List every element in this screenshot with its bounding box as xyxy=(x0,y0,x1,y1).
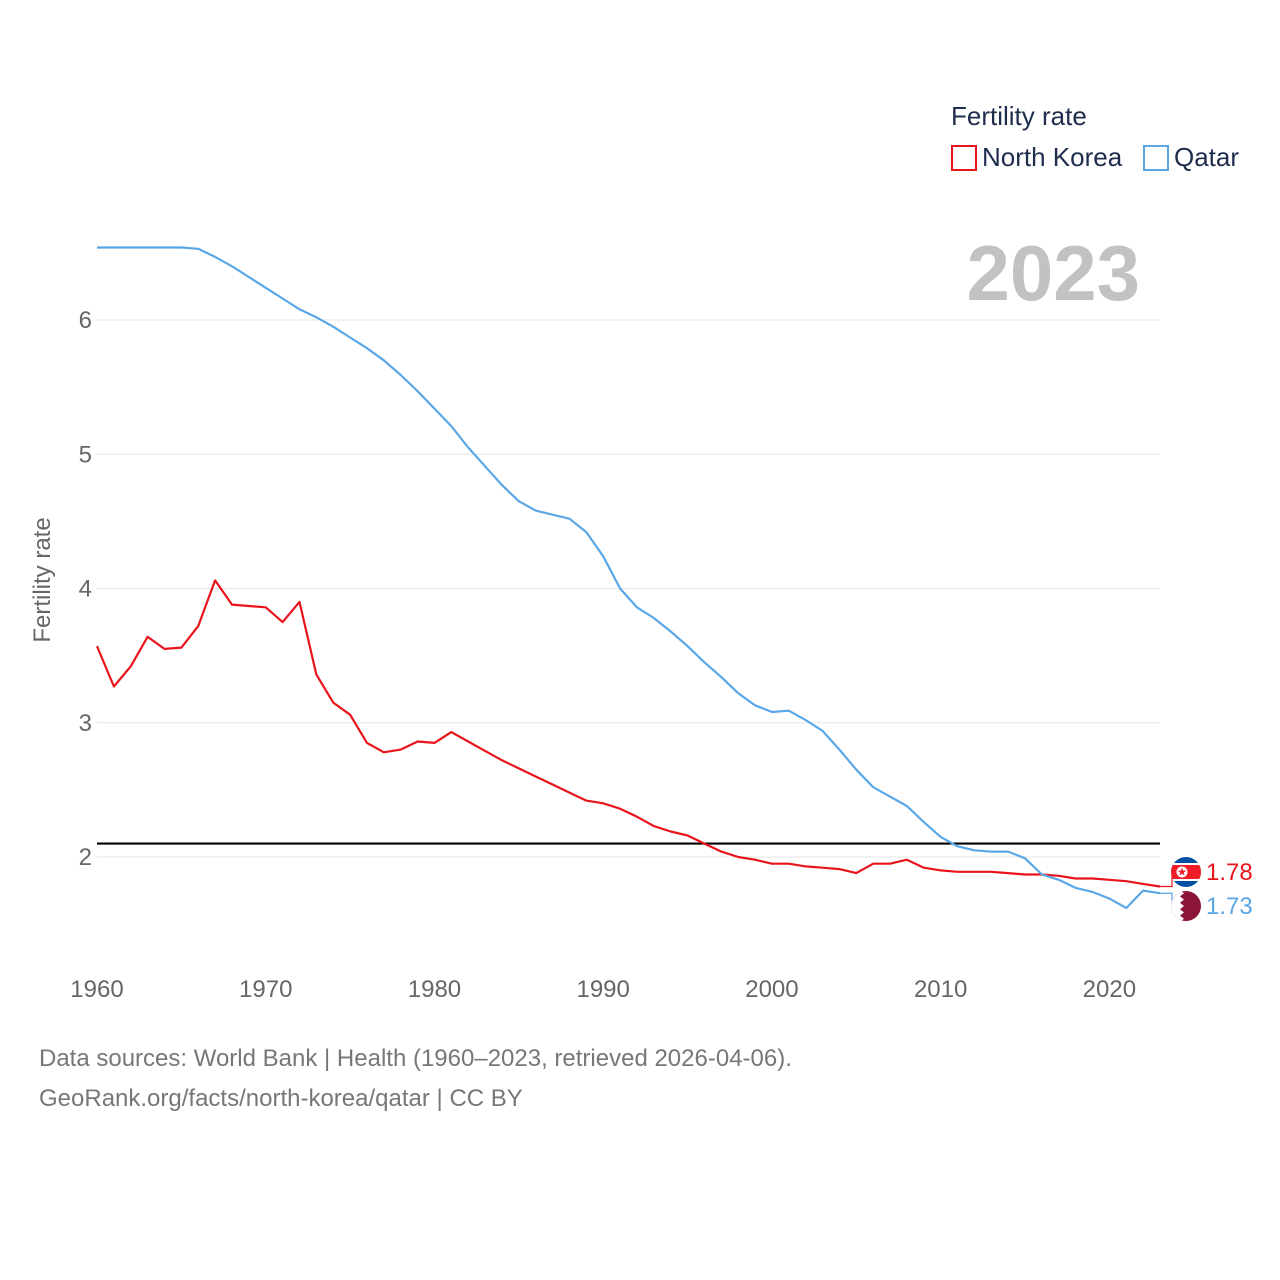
x-tick-label-1960: 1960 xyxy=(70,976,123,1003)
end-value-label-qatar: 1.73 xyxy=(1206,893,1253,920)
x-tick-label-2010: 2010 xyxy=(914,976,967,1003)
y-tick-label-3: 3 xyxy=(79,710,92,737)
x-tick-label-2020: 2020 xyxy=(1083,976,1136,1003)
x-axis-ticks: 1960 1970 1980 1990 2000 2010 2020 xyxy=(70,976,1136,1003)
x-tick-label-2000: 2000 xyxy=(745,976,798,1003)
north-korea-flag-icon xyxy=(1171,857,1201,887)
qatar-flag-icon xyxy=(1171,891,1201,921)
year-label: 2023 xyxy=(966,229,1140,317)
y-tick-label-2: 2 xyxy=(79,844,92,871)
end-value-label-north-korea: 1.78 xyxy=(1206,859,1253,886)
y-axis-ticks: 2 3 4 5 6 xyxy=(79,307,92,871)
legend-label-north-korea[interactable]: North Korea xyxy=(982,142,1123,172)
x-tick-label-1990: 1990 xyxy=(576,976,629,1003)
series-lines xyxy=(95,246,1161,910)
legend-swatch-qatar[interactable] xyxy=(1143,145,1169,171)
y-tick-label-6: 6 xyxy=(79,307,92,334)
end-markers: 1.78 1.73 xyxy=(1160,857,1253,921)
y-tick-label-5: 5 xyxy=(79,441,92,468)
y-axis-title: Fertility rate xyxy=(29,517,56,642)
legend: Fertility rate North Korea Qatar xyxy=(951,101,1239,172)
legend-swatch-north-korea[interactable] xyxy=(951,145,977,171)
series-line-qatar xyxy=(97,246,1161,910)
footer-credit[interactable]: GeoRank.org/facts/north-korea/qatar | CC… xyxy=(39,1085,523,1112)
legend-label-qatar[interactable]: Qatar xyxy=(1174,142,1239,172)
series-line-north-korea xyxy=(95,579,1161,888)
x-tick-label-1970: 1970 xyxy=(239,976,292,1003)
legend-title: Fertility rate xyxy=(951,101,1087,131)
x-tick-label-1980: 1980 xyxy=(408,976,461,1003)
y-tick-label-4: 4 xyxy=(79,576,92,603)
gridlines xyxy=(97,319,1160,858)
footer-source: Data sources: World Bank | Health (1960–… xyxy=(39,1045,792,1072)
